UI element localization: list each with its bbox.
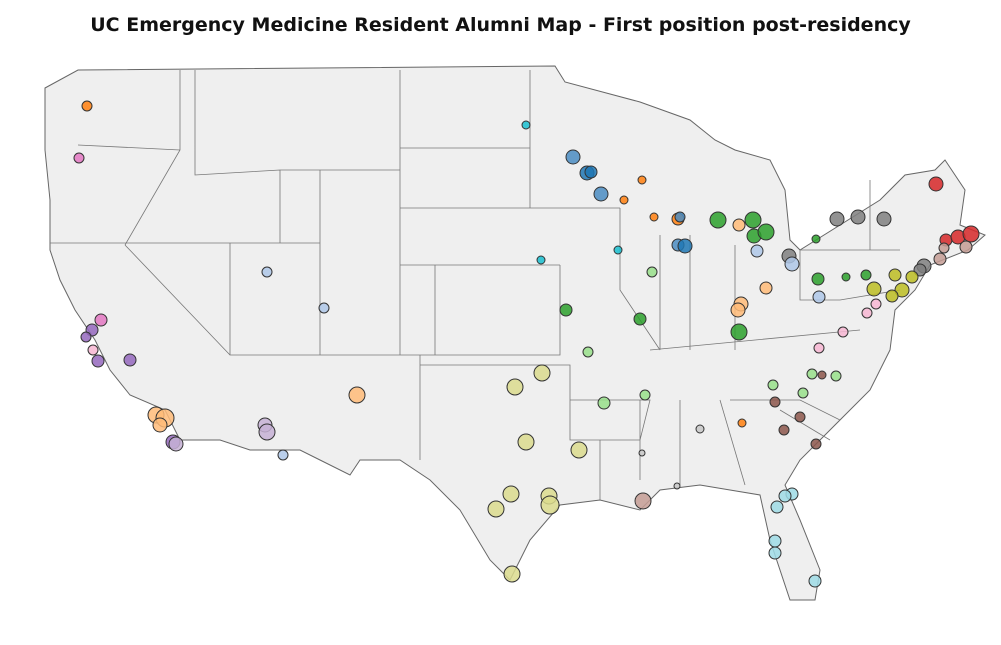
alumni-marker bbox=[885, 289, 899, 303]
alumni-marker bbox=[87, 344, 99, 356]
alumni-marker bbox=[261, 266, 273, 278]
alumni-marker bbox=[649, 212, 659, 222]
alumni-marker bbox=[770, 500, 784, 514]
alumni-marker bbox=[123, 353, 137, 367]
alumni-marker bbox=[830, 370, 842, 382]
alumni-marker bbox=[638, 449, 646, 457]
alumni-marker bbox=[811, 234, 821, 244]
markers bbox=[73, 100, 980, 588]
alumni-marker bbox=[905, 270, 919, 284]
alumni-marker bbox=[861, 307, 873, 319]
alumni-marker bbox=[597, 396, 611, 410]
alumni-marker bbox=[784, 256, 800, 272]
alumni-marker bbox=[646, 266, 658, 278]
alumni-marker bbox=[634, 492, 652, 510]
alumni-marker bbox=[837, 326, 849, 338]
alumni-marker bbox=[757, 223, 775, 241]
alumni-marker bbox=[962, 225, 980, 243]
alumni-marker bbox=[695, 424, 705, 434]
alumni-marker bbox=[506, 378, 524, 396]
alumni-marker bbox=[812, 290, 826, 304]
alumni-marker bbox=[503, 565, 521, 583]
alumni-marker bbox=[959, 240, 973, 254]
alumni-marker bbox=[582, 346, 594, 358]
alumni-marker bbox=[797, 387, 809, 399]
alumni-marker bbox=[933, 252, 947, 266]
alumni-marker bbox=[674, 211, 686, 223]
alumni-marker bbox=[318, 302, 330, 314]
alumni-marker bbox=[767, 379, 779, 391]
alumni-marker bbox=[866, 281, 882, 297]
alumni-marker bbox=[794, 411, 806, 423]
alumni-marker bbox=[778, 424, 790, 436]
alumni-marker bbox=[152, 417, 168, 433]
alumni-marker bbox=[94, 313, 108, 327]
alumni-marker bbox=[517, 433, 535, 451]
alumni-marker bbox=[737, 418, 747, 428]
alumni-marker bbox=[502, 485, 520, 503]
alumni-marker bbox=[258, 423, 276, 441]
alumni-marker bbox=[521, 120, 531, 130]
alumni-marker bbox=[565, 149, 581, 165]
alumni-marker bbox=[810, 438, 822, 450]
alumni-marker bbox=[768, 534, 782, 548]
alumni-marker bbox=[730, 323, 748, 341]
alumni-marker bbox=[673, 482, 681, 490]
alumni-marker bbox=[536, 255, 546, 265]
alumni-marker bbox=[888, 268, 902, 282]
alumni-marker bbox=[829, 211, 845, 227]
alumni-marker bbox=[584, 165, 598, 179]
alumni-marker bbox=[850, 209, 866, 225]
alumni-marker bbox=[841, 272, 851, 282]
alumni-marker bbox=[730, 302, 746, 318]
alumni-marker bbox=[168, 436, 184, 452]
alumni-marker bbox=[860, 269, 872, 281]
alumni-marker bbox=[559, 303, 573, 317]
alumni-marker bbox=[759, 281, 773, 295]
alumni-marker bbox=[709, 211, 727, 229]
alumni-marker bbox=[570, 441, 588, 459]
alumni-marker bbox=[817, 370, 827, 380]
alumni-marker bbox=[533, 364, 551, 382]
alumni-marker bbox=[73, 152, 85, 164]
alumni-marker bbox=[750, 244, 764, 258]
alumni-marker bbox=[91, 354, 105, 368]
alumni-marker bbox=[613, 245, 623, 255]
alumni-marker bbox=[277, 449, 289, 461]
alumni-marker bbox=[639, 389, 651, 401]
alumni-marker bbox=[633, 312, 647, 326]
alumni-marker bbox=[769, 396, 781, 408]
alumni-marker bbox=[348, 386, 366, 404]
alumni-marker bbox=[870, 298, 882, 310]
alumni-marker bbox=[744, 211, 762, 229]
alumni-marker bbox=[778, 489, 792, 503]
alumni-marker bbox=[806, 368, 818, 380]
alumni-marker bbox=[677, 238, 693, 254]
alumni-marker bbox=[876, 211, 892, 227]
alumni-marker bbox=[808, 574, 822, 588]
map-title: UC Emergency Medicine Resident Alumni Ma… bbox=[90, 14, 911, 36]
alumni-marker bbox=[637, 175, 647, 185]
alumni-marker bbox=[768, 546, 782, 560]
alumni-marker bbox=[813, 342, 825, 354]
alumni-marker bbox=[894, 282, 910, 298]
state-borders bbox=[50, 70, 901, 500]
alumni-marker bbox=[487, 500, 505, 518]
alumni-marker bbox=[732, 218, 746, 232]
alumni-marker bbox=[593, 186, 609, 202]
alumni-marker bbox=[80, 331, 92, 343]
alumni-marker bbox=[928, 176, 944, 192]
alumni-marker bbox=[938, 242, 950, 254]
alumni-marker bbox=[540, 495, 560, 515]
alumni-marker bbox=[81, 100, 93, 112]
alumni-marker bbox=[619, 195, 629, 205]
alumni-marker bbox=[811, 272, 825, 286]
